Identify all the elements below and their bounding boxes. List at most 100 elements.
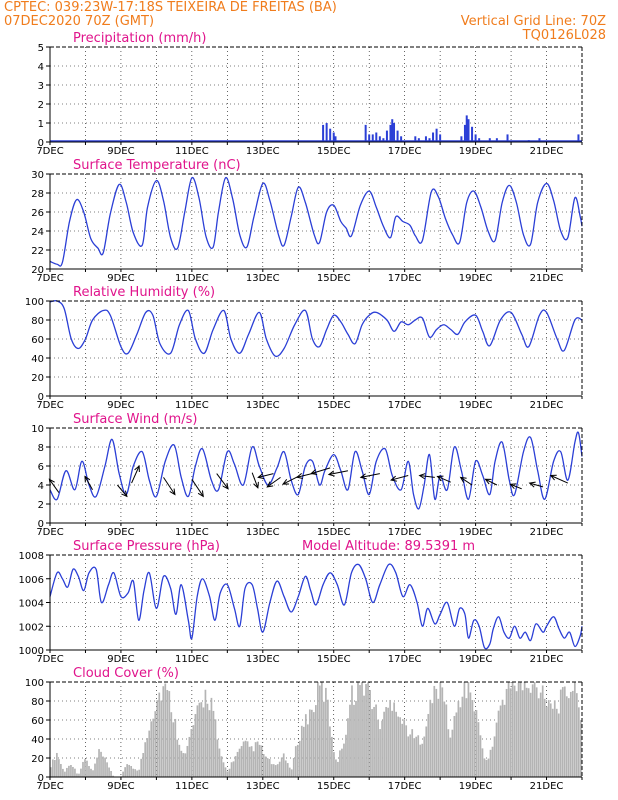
x-tick-label: 13DEC [246, 400, 280, 411]
precip-bar [488, 138, 491, 142]
cloud-bar [393, 702, 395, 777]
cloud-bar [543, 698, 546, 777]
cloud-bar [459, 707, 462, 777]
cloud-bar [230, 762, 233, 777]
cloud-bar [557, 713, 560, 777]
cloud-bar [218, 748, 221, 777]
cloud-bar [244, 740, 247, 777]
cloud-bar [391, 710, 393, 777]
cloud-bar [260, 745, 263, 777]
precip-bar [385, 130, 388, 142]
wind-arrow-head [327, 470, 335, 477]
cloud-bar [182, 753, 185, 777]
wind-arrow [328, 470, 349, 476]
y-tick-label: 0 [38, 138, 44, 149]
x-tick-label: 17DEC [388, 400, 422, 411]
cloud-bar [82, 761, 84, 777]
cloud-bar [236, 751, 239, 777]
cloud-bar [487, 758, 490, 777]
cloud-bar [94, 763, 96, 777]
cloud-bar [310, 709, 313, 777]
y-tick-label: 2 [38, 500, 44, 511]
cloud-bar [365, 684, 367, 777]
cloud-bar [214, 719, 217, 777]
precip-bar [471, 126, 474, 142]
cloud-bar [250, 746, 253, 777]
x-tick-label: 21DEC [530, 781, 564, 792]
precip-bar [538, 138, 541, 142]
cloud-bar [371, 709, 373, 777]
wind-arrow [131, 465, 140, 484]
cloud-bar [156, 700, 159, 777]
cloud-bar [475, 710, 478, 777]
cloud-bar [383, 711, 385, 777]
x-tick-label: 17DEC [388, 146, 422, 157]
wind-arrow [419, 475, 435, 478]
cloud-bar [349, 704, 351, 777]
cloud-bar [483, 758, 486, 777]
cloud-bar [519, 682, 522, 777]
precip-bar [334, 136, 337, 142]
cloud-bar [445, 704, 448, 777]
x-tick-label: 7DEC [36, 654, 63, 665]
cloud-bar [150, 721, 153, 777]
cloud-bar [369, 690, 371, 777]
cloud-bar [106, 762, 108, 777]
precip-bar [435, 128, 438, 142]
precip-bar [495, 138, 498, 142]
cloud-bar [323, 701, 325, 777]
y-tick-label: 4 [38, 62, 44, 73]
cloud-bar [559, 689, 562, 777]
wind-arrow-head [282, 478, 290, 485]
y-tick-label: 20 [31, 373, 44, 384]
cloud-bar [276, 764, 279, 777]
model-code: TQ0126L028 [522, 28, 606, 43]
cloud-bar [66, 767, 68, 777]
x-tick-label: 13DEC [246, 527, 280, 538]
cloud-bar [302, 726, 305, 777]
cloud-bar [128, 764, 131, 777]
cloud-bar [497, 710, 500, 777]
cloud-bar [451, 729, 454, 777]
cloud-bar [208, 710, 211, 777]
cloud-bar [220, 756, 223, 777]
cloud-bar [282, 753, 285, 777]
cloud-bar [569, 691, 572, 777]
x-tick-label: 21DEC [530, 400, 564, 411]
cloud-bar [76, 773, 78, 777]
cloud-bar [164, 683, 167, 777]
wind-arrow-head [436, 475, 444, 482]
series-line [49, 431, 583, 510]
cloud-bar [425, 726, 428, 777]
cloud-bar [272, 764, 275, 777]
wind-arrow [437, 475, 451, 483]
wind-arrow [251, 472, 259, 489]
cloud-bar [503, 704, 506, 777]
cloud-bar [453, 715, 456, 777]
y-tick-label: 5 [38, 43, 44, 54]
precip-bar [424, 136, 427, 142]
x-tick-label: 13DEC [246, 654, 280, 665]
cloud-bar [262, 754, 265, 777]
cloud-bar [423, 736, 426, 777]
cloud-bar [248, 746, 251, 777]
cloud-bar [148, 730, 151, 777]
x-tick-label: 13DEC [246, 146, 280, 157]
cloud-bar [359, 685, 361, 777]
cloud-bar [110, 770, 112, 777]
cloud-bar [563, 686, 566, 777]
cloud-bar [389, 699, 391, 777]
y-tick-label: 26 [31, 208, 44, 219]
precip-bar [389, 124, 392, 142]
cloud-bar [194, 714, 197, 777]
cloud-bar [196, 705, 199, 777]
wind-arrow-head [418, 473, 426, 480]
cloud-bar [280, 757, 283, 777]
cloud-bar [439, 682, 442, 777]
cloud-bar [501, 699, 504, 777]
cloud-bar [539, 692, 542, 777]
cloud-bar [152, 718, 155, 777]
wind-arrow-head [253, 481, 259, 489]
cloud-bar [216, 739, 219, 777]
cloud-bar [409, 734, 412, 777]
